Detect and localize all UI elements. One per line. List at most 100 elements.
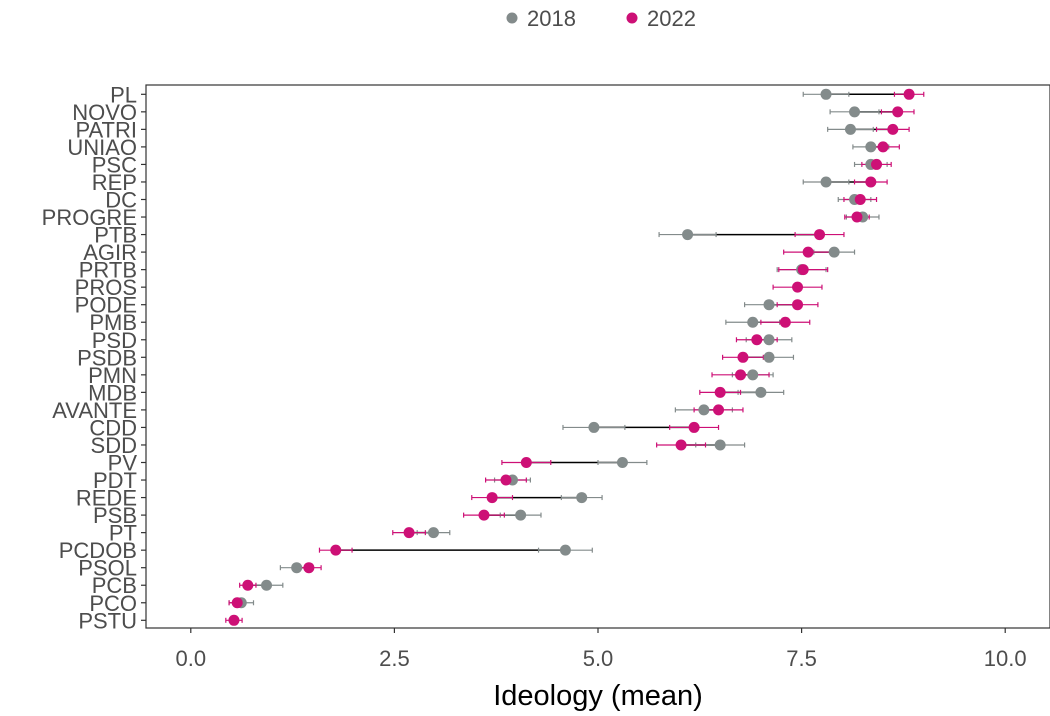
y-category-label: PCB [92, 573, 137, 598]
y-category-label: UNIAO [67, 135, 137, 160]
x-axis: 0.0 2.5 5.0 7.5 10.0 [175, 628, 1027, 671]
y-category-label: PODE [75, 293, 137, 318]
point-2018 [261, 579, 273, 591]
y-category-label: PROS [75, 275, 137, 300]
point-2022 [737, 351, 749, 363]
y-category-label: PSOL [78, 556, 137, 581]
point-2018 [747, 316, 759, 328]
point-2022 [713, 404, 725, 416]
point-2018 [616, 457, 628, 468]
plot-marks [225, 88, 925, 626]
y-category-label: AGIR [83, 240, 137, 265]
point-2022 [792, 281, 804, 293]
y-category-label: PRTB [79, 258, 137, 283]
point-2022 [520, 457, 532, 468]
point-2018 [755, 386, 767, 398]
point-2018 [828, 246, 840, 258]
y-category-label: PCDOB [59, 538, 137, 563]
y-category-label: CDD [89, 415, 137, 440]
legend-label-2018: 2018 [527, 6, 576, 31]
x-tick-label: 10.0 [984, 646, 1027, 671]
point-2022 [877, 141, 889, 153]
point-2022 [714, 386, 726, 398]
point-2022 [228, 614, 240, 626]
plot-panel [145, 84, 1050, 629]
y-category-label: PTB [94, 223, 137, 248]
y-category-label: PV [108, 451, 138, 476]
point-2022 [797, 264, 809, 276]
legend-key-2022 [626, 12, 638, 24]
point-2022 [500, 474, 512, 486]
y-category-label: REP [92, 170, 137, 195]
point-2022 [688, 421, 700, 433]
y-category-label: PSB [93, 503, 137, 528]
point-2018 [682, 229, 694, 241]
point-2022 [892, 106, 904, 118]
point-2022 [486, 492, 498, 504]
point-2018 [820, 176, 832, 188]
y-category-label: PDT [93, 468, 137, 493]
point-2018 [427, 527, 439, 539]
y-category-label: PMB [89, 310, 137, 335]
point-2022 [865, 176, 877, 188]
y-category-label: PSDB [77, 345, 137, 370]
y-category-label: PSD [92, 328, 137, 353]
point-2022 [303, 562, 315, 574]
y-category-label: PROGRE [42, 205, 137, 230]
point-2022 [330, 544, 342, 556]
point-2018 [865, 141, 877, 153]
point-2018 [698, 404, 710, 416]
point-2018 [820, 88, 832, 100]
point-2022 [231, 597, 243, 609]
legend: 2018 2022 [506, 6, 696, 31]
point-2022 [478, 509, 490, 521]
point-2022 [814, 229, 826, 241]
y-category-label: DC [105, 188, 137, 213]
point-2022 [851, 211, 863, 223]
point-2022 [854, 194, 866, 205]
point-2022 [903, 88, 915, 100]
point-2018 [849, 106, 861, 118]
y-category-label: PATRI [75, 117, 137, 142]
legend-label-2022: 2022 [647, 6, 696, 31]
x-tick-label: 7.5 [786, 646, 817, 671]
x-tick-label: 0.0 [175, 646, 206, 671]
y-category-label: PT [109, 521, 137, 546]
point-2018 [763, 351, 775, 363]
x-tick-label: 5.0 [583, 646, 614, 671]
point-2022 [242, 579, 254, 591]
point-2022 [403, 527, 415, 539]
point-2022 [871, 158, 883, 170]
point-2018 [747, 369, 759, 381]
y-category-label: PSC [92, 152, 137, 177]
x-tick-label: 2.5 [379, 646, 410, 671]
y-category-label: MDB [88, 380, 137, 405]
y-category-label: NOVO [72, 100, 137, 125]
point-2018 [576, 492, 588, 504]
point-2018 [588, 421, 600, 433]
point-2018 [291, 562, 303, 574]
y-axis: PLNOVOPATRIUNIAOPSCREPDCPROGREPTBAGIRPRT… [42, 82, 146, 633]
y-category-label: REDE [76, 486, 137, 511]
point-2022 [792, 299, 804, 311]
point-2018 [559, 544, 571, 556]
point-2018 [844, 123, 856, 135]
y-category-label: PCO [89, 591, 137, 616]
x-axis-title: Ideology (mean) [493, 680, 703, 712]
y-category-label: AVANTE [52, 398, 137, 423]
point-2018 [714, 439, 726, 451]
point-2018 [763, 299, 775, 311]
y-category-label: PSTU [78, 608, 137, 633]
y-category-label: PL [110, 82, 137, 107]
point-2022 [735, 369, 747, 381]
y-category-label: PMN [88, 363, 137, 388]
point-2022 [751, 334, 763, 346]
point-2018 [515, 509, 527, 521]
legend-key-2018 [506, 12, 518, 24]
point-2022 [887, 123, 899, 135]
y-category-label: SDD [91, 433, 137, 458]
point-2018 [763, 334, 775, 346]
point-2022 [675, 439, 687, 451]
point-2022 [802, 246, 814, 258]
